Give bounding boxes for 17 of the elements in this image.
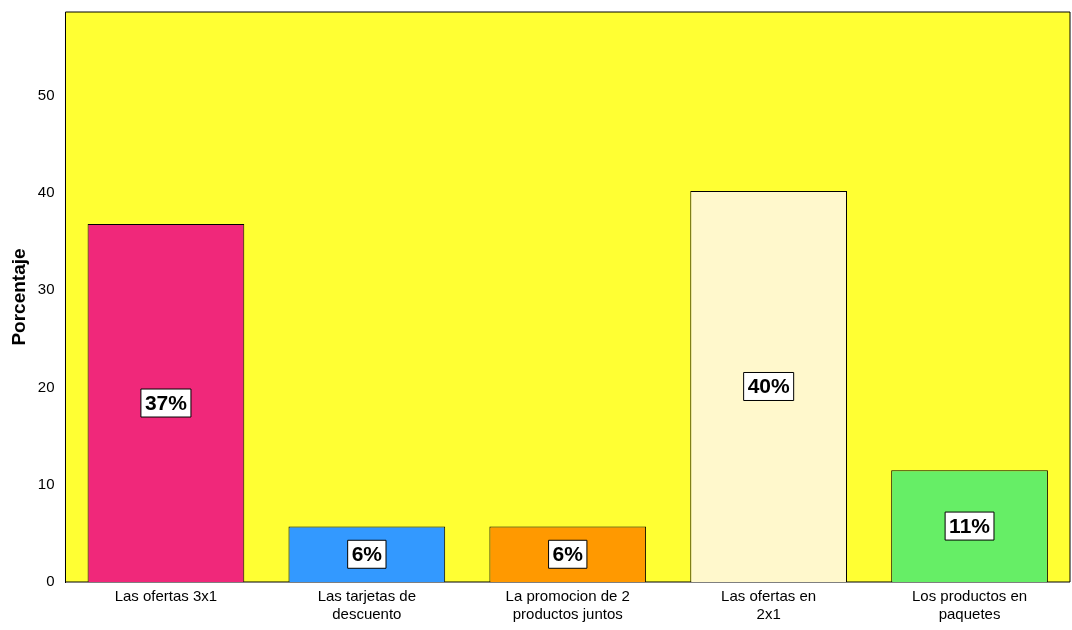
data-label: 11% [949,513,991,537]
data-label: 37% [144,390,188,414]
y-axis-title: Porcentaje [7,248,29,346]
y-tick-label: 40 [37,183,55,201]
data-label: 40% [747,374,790,398]
y-tick-label: 20 [37,377,55,395]
data-label: 6% [351,542,383,566]
x-tick-label: Las ofertas en 2x1 [721,587,817,623]
x-tick-label: La promocion de 2 productos juntos [505,587,630,623]
x-tick-label: Las ofertas 3x1 [114,587,218,605]
y-tick-label: 0 [46,572,55,590]
y-tick-label: 10 [37,474,55,492]
y-tick-label: 30 [37,280,55,298]
data-label: 6% [552,542,584,566]
x-tick-label: Los productos en paquetes [912,587,1028,623]
x-tick-label: Las tarjetas de descuento [317,587,417,623]
y-tick-label: 50 [37,85,55,103]
